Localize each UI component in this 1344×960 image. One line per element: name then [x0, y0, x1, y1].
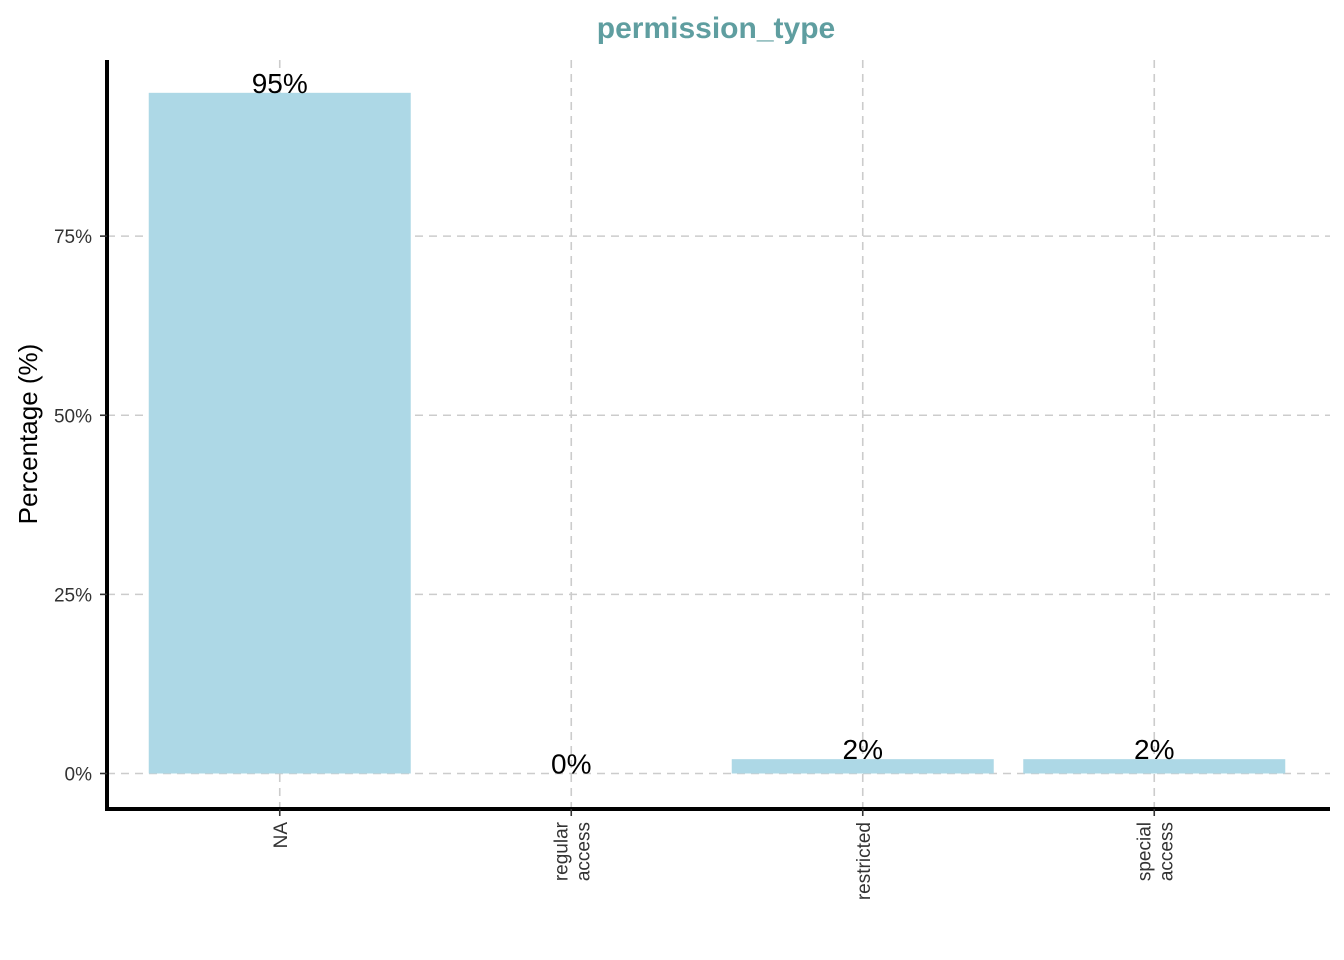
tick-labels: 0%25%50%75%NA regular access restricted spec… [54, 227, 1177, 900]
data-label: 95% [252, 68, 308, 99]
data-labels: 95% 0% 2% 2% [252, 68, 1175, 780]
y-tick-label: 50% [54, 406, 92, 427]
y-tick-label: 75% [54, 227, 92, 248]
bar [731, 759, 994, 774]
chart-title: permission_type [597, 12, 835, 45]
y-axis-label: Percentage (%) [13, 344, 43, 525]
data-label: 0% [551, 749, 591, 780]
y-tick-label: 25% [54, 585, 92, 606]
bar [148, 92, 411, 774]
bars [148, 92, 1286, 774]
x-tick-label: access [1156, 822, 1177, 881]
x-tick-label: special [1134, 822, 1155, 881]
data-label: 2% [843, 734, 883, 765]
x-tick-label: NA [271, 822, 292, 849]
bar [1023, 759, 1286, 774]
x-tick-label: restricted [854, 822, 875, 900]
x-tick-label: access [573, 822, 594, 881]
x-tick-label: regular [551, 821, 572, 881]
axes [105, 60, 1330, 811]
y-tick-label: 0% [65, 765, 93, 786]
data-label: 2% [1134, 734, 1174, 765]
